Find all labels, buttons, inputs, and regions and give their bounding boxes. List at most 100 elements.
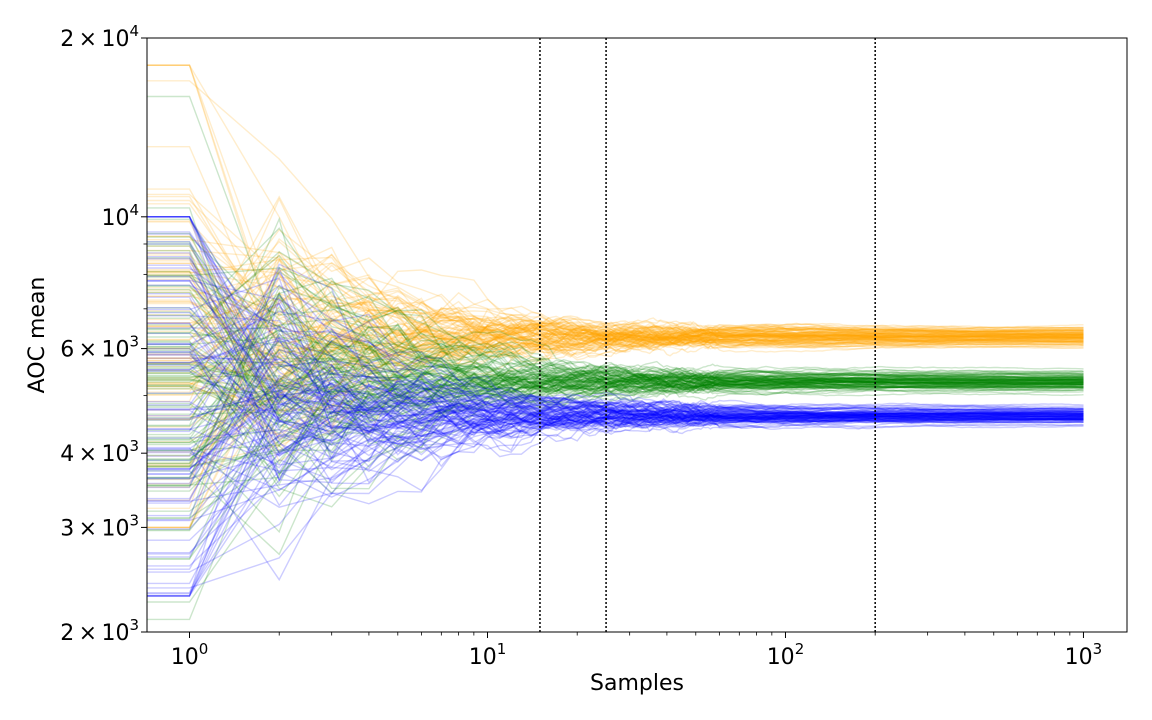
run-line — [147, 80, 1084, 358]
run-line — [147, 297, 1084, 349]
run-line — [147, 284, 1084, 424]
run-line — [147, 330, 1084, 436]
run-line — [147, 295, 1084, 358]
x-tick-label: 102 — [767, 640, 805, 670]
run-line — [147, 341, 1084, 412]
run-line — [147, 323, 1084, 446]
run-line — [147, 330, 1084, 529]
run-line — [147, 360, 1084, 393]
run-line — [147, 401, 1084, 597]
run-line — [147, 374, 1084, 498]
run-line — [147, 235, 1084, 383]
run-line — [147, 411, 1084, 530]
run-line — [147, 188, 1084, 353]
run-line — [147, 366, 1084, 462]
run-line — [147, 414, 1084, 466]
run-line — [147, 325, 1084, 405]
run-line — [147, 318, 1084, 366]
run-line — [147, 333, 1084, 448]
run-line — [147, 371, 1084, 532]
run-line — [147, 270, 1084, 464]
run-line — [147, 364, 1084, 415]
run-line — [147, 401, 1084, 457]
run-line — [147, 395, 1084, 471]
run-line — [147, 339, 1084, 417]
run-line — [147, 258, 1084, 456]
run-line — [147, 284, 1084, 405]
run-line — [147, 348, 1084, 395]
run-line — [147, 382, 1084, 425]
run-line — [147, 307, 1084, 420]
run-line — [147, 289, 1084, 359]
run-line — [147, 324, 1084, 463]
run-line — [147, 290, 1084, 501]
run-line — [147, 348, 1084, 500]
run-line — [147, 221, 1084, 391]
run-line — [147, 203, 1084, 367]
run-line — [147, 400, 1084, 597]
run-line — [147, 377, 1084, 487]
run-line — [147, 372, 1084, 446]
run-line — [147, 377, 1084, 475]
run-line — [147, 375, 1084, 570]
run-line — [147, 409, 1084, 522]
run-line — [147, 314, 1084, 402]
run-line — [147, 350, 1084, 474]
run-line — [147, 369, 1084, 456]
run-line — [147, 377, 1084, 556]
run-line — [147, 325, 1084, 443]
run-line — [147, 310, 1084, 416]
run-line — [147, 227, 1084, 389]
run-line — [147, 348, 1084, 454]
run-line — [147, 382, 1084, 480]
run-line — [147, 352, 1084, 485]
run-line — [147, 254, 1084, 350]
run-line — [147, 258, 1084, 393]
run-line — [147, 385, 1084, 480]
run-line — [147, 216, 1084, 429]
run-line — [147, 262, 1084, 340]
run-line — [147, 268, 1084, 359]
run-line — [147, 391, 1084, 470]
run-line — [147, 207, 1084, 477]
run-line — [147, 340, 1084, 407]
run-line — [147, 329, 1084, 421]
run-line — [147, 364, 1084, 495]
run-line — [147, 307, 1084, 426]
run-line — [147, 321, 1084, 436]
run-line — [147, 317, 1084, 404]
run-line — [147, 297, 1084, 597]
run-line — [147, 371, 1084, 467]
run-line — [147, 278, 1084, 362]
run-line — [147, 216, 1084, 482]
run-line — [147, 245, 1084, 395]
run-line — [147, 309, 1084, 488]
run-line — [147, 305, 1084, 440]
run-line — [147, 349, 1084, 466]
run-line — [147, 295, 1084, 420]
run-line — [147, 327, 1084, 389]
run-line — [147, 319, 1084, 529]
run-line — [147, 254, 1084, 399]
run-line — [147, 374, 1084, 597]
run-line — [147, 403, 1084, 492]
run-line — [147, 305, 1084, 360]
run-line — [147, 293, 1084, 452]
run-line — [147, 400, 1084, 447]
run-line — [147, 262, 1084, 350]
run-line — [147, 269, 1084, 481]
run-line — [147, 354, 1084, 460]
tick-layer: 100 101 102 103 2 × 103 3 × 103 4 × 103 6 × 103… — [60, 22, 1102, 670]
run-line — [147, 340, 1084, 427]
run-line — [147, 328, 1084, 407]
run-line — [147, 64, 1084, 345]
run-line — [147, 312, 1084, 436]
run-line — [147, 199, 1084, 343]
run-line — [147, 383, 1084, 463]
run-line — [147, 317, 1084, 468]
run-line — [147, 252, 1084, 483]
run-line — [147, 324, 1084, 490]
run-line — [147, 336, 1084, 402]
run-line — [147, 243, 1084, 405]
